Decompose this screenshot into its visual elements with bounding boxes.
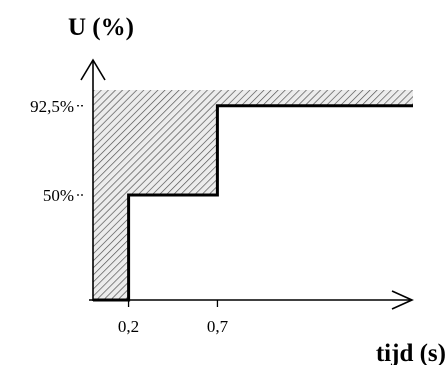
x-tick-label: 0,7 (207, 317, 229, 336)
tick-marks: 0,2 0,7 50% 92,5% (30, 97, 228, 336)
voltage-curve (93, 104, 413, 302)
axes (80, 58, 414, 310)
x-axis-arrowhead (391, 290, 414, 310)
x-tick-label: 0,2 (118, 317, 139, 336)
y-tick-label: 50% (43, 186, 74, 205)
x-axis-title: tijd (s) (376, 340, 446, 365)
y-axis-arrowhead (80, 58, 106, 81)
y-axis-title: U (%) (68, 14, 134, 41)
hatched-region (93, 90, 413, 300)
y-tick-label: 92,5% (30, 97, 74, 116)
